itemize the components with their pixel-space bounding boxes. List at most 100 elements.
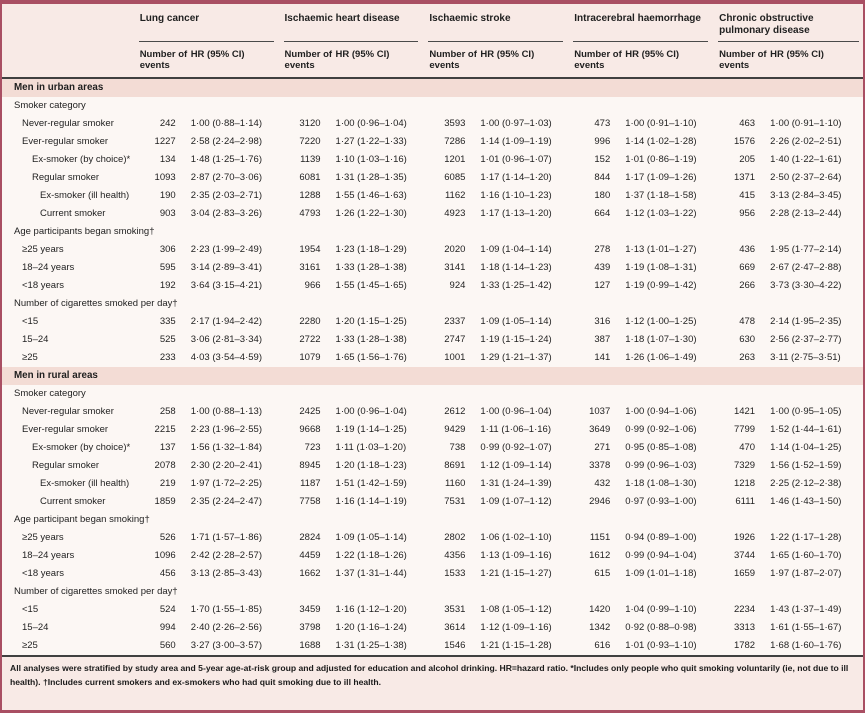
- data-row: Regular smoker 2078 2·30 (2·20–2·41) 8945 1·…: [2, 457, 863, 475]
- events-count: 137: [159, 442, 176, 453]
- subheader-spacer: [2, 44, 139, 79]
- hazard-ratio: 1·01 (0·86–1·19): [625, 154, 697, 165]
- events-count: 2946: [589, 496, 611, 507]
- hazard-ratio: 3·64 (3·15–4·21): [190, 280, 262, 291]
- hazard-ratio: 1·26 (1·22–1·30): [335, 208, 407, 219]
- hazard-ratio: 1·68 (1·60–1·76): [770, 640, 842, 651]
- events-count: 2747: [444, 334, 466, 345]
- events-count: 994: [159, 622, 176, 633]
- events-count: 1576: [733, 136, 756, 147]
- events-count: 1954: [299, 244, 321, 255]
- row-label: Current smoker: [40, 496, 106, 507]
- row-label: Ever-regular smoker: [22, 424, 109, 435]
- hazard-ratio: 1·48 (1·25–1·76): [190, 154, 262, 165]
- events-count: 1037: [589, 406, 611, 417]
- hazard-ratio: 1·00 (0·91–1·10): [625, 118, 697, 129]
- hazard-ratio: 1·33 (1·28–1·38): [335, 262, 407, 273]
- events-count: 205: [739, 154, 756, 165]
- events-count: 233: [159, 352, 176, 363]
- hazard-ratio: 2·35 (2·03–2·71): [190, 190, 262, 201]
- row-label: ≥25 years: [22, 532, 64, 543]
- data-row: <15 335 2·17 (1·94–2·42) 2280 1·20 (1·15–1·2…: [2, 313, 863, 331]
- row-label: Ex-smoker (by choice)*: [32, 442, 131, 453]
- events-count: 3459: [299, 604, 321, 615]
- events-count: 1079: [299, 352, 321, 363]
- events-count: 2824: [299, 532, 321, 543]
- data-row: Current smoker 1859 2·35 (2·24–2·47) 7758 1·…: [2, 493, 863, 511]
- events-count: 2337: [444, 316, 466, 327]
- hazard-ratio: 2·14 (1·95–2·35): [770, 316, 842, 327]
- events-count: 1533: [444, 568, 466, 579]
- row-label: Ex-smoker (ill health): [40, 478, 130, 489]
- hazard-ratio: 2·26 (2·02–2·51): [770, 136, 842, 147]
- hazard-ratio: 1·61 (1·55–1·67): [770, 622, 842, 633]
- events-count: 7286: [444, 136, 466, 147]
- hazard-ratio: 3·14 (2·89–3·41): [190, 262, 262, 273]
- events-count: 966: [304, 280, 321, 291]
- row-group-heading-row: Age participants began smoking†: [2, 223, 863, 241]
- hazard-ratio: 1·97 (1·87–2·07): [770, 568, 842, 579]
- hazard-ratio: 1·01 (0·93–1·10): [625, 640, 697, 651]
- events-count: 1001: [444, 352, 466, 363]
- hazard-ratio: 3·06 (2·81–3·34): [190, 334, 262, 345]
- events-count: 1187: [300, 478, 321, 489]
- column-group-header-row: Lung cancer Ischaemic heart disease Isch…: [2, 4, 863, 44]
- events-count: 3744: [733, 550, 756, 561]
- row-group-heading-row: Number of cigarettes smoked per day†: [2, 295, 863, 313]
- events-count: 1162: [444, 190, 466, 201]
- events-count: 4923: [444, 208, 466, 219]
- data-row: <15 524 1·70 (1·55–1·85) 3459 1·16 (1·12–1·2…: [2, 601, 863, 619]
- events-count: 524: [159, 604, 176, 615]
- subheader-hr: HR (95% CI): [189, 44, 284, 79]
- hazard-ratio: 1·00 (0·96–1·04): [480, 406, 552, 417]
- events-count: 242: [159, 118, 176, 129]
- hazard-ratio: 1·12 (1·09–1·14): [480, 460, 552, 471]
- events-count: 3798: [299, 622, 321, 633]
- events-count: 2802: [444, 532, 466, 543]
- col-group-ischaemic-stroke: Ischaemic stroke: [428, 4, 574, 44]
- events-count: 616: [594, 640, 611, 651]
- section-title: Men in urban areas: [2, 78, 863, 97]
- events-count: 669: [739, 262, 756, 273]
- events-count: 664: [594, 208, 611, 219]
- events-count: 190: [159, 190, 176, 201]
- data-row: ≥25 560 3·27 (3·00–3·57) 1688 1·31 (1·25–1·3…: [2, 637, 863, 655]
- hazard-ratio: 1·21 (1·15–1·28): [480, 640, 552, 651]
- events-count: 3531: [444, 604, 466, 615]
- hazard-ratio: 1·00 (0·96–1·04): [335, 406, 407, 417]
- events-count: 1096: [154, 550, 176, 561]
- hazard-ratio: 1·20 (1·15–1·25): [335, 316, 407, 327]
- events-count: 3120: [299, 118, 321, 129]
- hazard-ratio: 3·27 (3·00–3·57): [190, 640, 262, 651]
- events-count: 6085: [444, 172, 466, 183]
- events-count: 1421: [733, 406, 756, 417]
- events-count: 439: [594, 262, 611, 273]
- data-row: ≥25 years 306 2·23 (1·99–2·49) 1954 1·23 (1·…: [2, 241, 863, 259]
- hazard-ratio: 1·31 (1·25–1·38): [335, 640, 407, 651]
- hazard-ratio: 0·97 (0·93–1·00): [625, 496, 697, 507]
- hazard-ratio: 2·35 (2·24–2·47): [190, 496, 262, 507]
- events-count: 1227: [154, 136, 176, 147]
- row-label: <18 years: [22, 280, 64, 291]
- row-label: 15–24: [22, 334, 49, 345]
- row-group-heading: Smoker category: [14, 388, 86, 399]
- subheader-events: Number of events: [718, 44, 770, 79]
- row-group-heading-row: Age participant began smoking†: [2, 511, 863, 529]
- hazard-ratio: 1·09 (1·05–1·14): [480, 316, 552, 327]
- events-count: 1662: [299, 568, 321, 579]
- hazard-ratio: 1·16 (1·14–1·19): [335, 496, 407, 507]
- data-row: Ever-regular smoker 1227 2·58 (2·24–2·98) 7…: [2, 133, 863, 151]
- events-count: 3313: [733, 622, 756, 633]
- events-count: 2722: [299, 334, 321, 345]
- events-count: 924: [449, 280, 466, 291]
- data-row: Ex-smoker (ill health) 219 1·97 (1·72–2·25…: [2, 475, 863, 493]
- hazard-ratio: 1·00 (0·97–1·03): [480, 118, 552, 129]
- events-count: 2280: [299, 316, 321, 327]
- hazard-ratio: 1·12 (1·09–1·16): [480, 622, 552, 633]
- row-label: 18–24 years: [22, 262, 75, 273]
- hazard-ratio: 2·50 (2·37–2·64): [770, 172, 842, 183]
- hazard-ratio: 1·09 (1·05–1·14): [335, 532, 407, 543]
- events-count: 316: [594, 316, 611, 327]
- hazard-ratio: 1·71 (1·57–1·86): [190, 532, 262, 543]
- events-count: 7329: [733, 460, 756, 471]
